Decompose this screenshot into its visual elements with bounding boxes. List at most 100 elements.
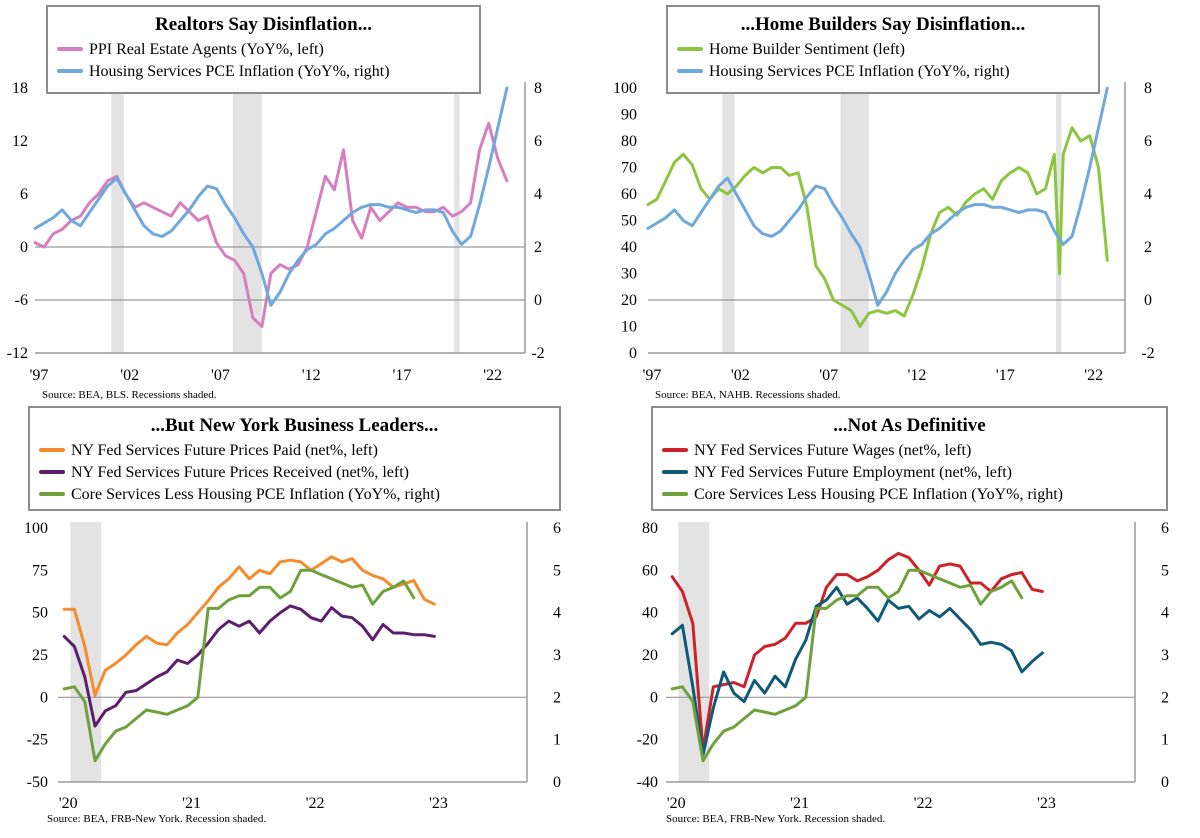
left-tick-label: 12 bbox=[12, 133, 28, 150]
chart-panel-4: 80 60 40 20 0 -20 -40 6 5 4 3 2 1 0 '20 '21 '22 '23 ...Not… bbox=[637, 406, 1169, 825]
legend-label: Core Services Less Housing PCE Inflation… bbox=[71, 486, 440, 503]
legend-label: NY Fed Services Future Employment (net%,… bbox=[694, 464, 1012, 481]
recession-band bbox=[840, 82, 869, 353]
left-tick-label: -20 bbox=[637, 732, 658, 749]
left-tick-label: 40 bbox=[642, 605, 658, 622]
x-tick-label: '07 bbox=[211, 367, 230, 384]
x-tick-label: '23 bbox=[429, 795, 448, 812]
left-tick-label: 6 bbox=[20, 186, 28, 203]
x-tick-label: '21 bbox=[790, 795, 809, 812]
right-tick-label: 3 bbox=[553, 647, 561, 664]
right-tick-label: 2 bbox=[1161, 689, 1169, 706]
left-tick-label: -12 bbox=[7, 345, 28, 362]
series-line-3 bbox=[670, 568, 1024, 763]
x-tick-label: '21 bbox=[182, 795, 201, 812]
left-tick-label: 20 bbox=[621, 292, 637, 309]
right-tick-label: 0 bbox=[553, 774, 561, 791]
recession-band bbox=[722, 82, 735, 353]
right-tick-label: 4 bbox=[1144, 186, 1152, 203]
x-tick-label: '07 bbox=[819, 367, 838, 384]
x-tick-label: '97 bbox=[643, 367, 662, 384]
left-tick-label: 60 bbox=[621, 186, 637, 203]
right-tick-label: 2 bbox=[553, 689, 561, 706]
x-tick-label: '20 bbox=[667, 795, 686, 812]
right-tick-label: 6 bbox=[553, 520, 561, 537]
left-tick-label: 90 bbox=[621, 107, 637, 124]
chart-panel-1: 18 12 6 0 -6 -12 8 6 4 2 0 -2 '97 '02 '07 '12 '17 '22 Real… bbox=[7, 5, 545, 401]
panel-title: ...Home Builders Say Disinflation... bbox=[741, 14, 1026, 35]
x-tick-label: '02 bbox=[120, 367, 139, 384]
x-tick-label: '17 bbox=[393, 367, 412, 384]
recession-band bbox=[1056, 82, 1062, 353]
legend-box bbox=[651, 406, 1168, 511]
right-tick-label: 0 bbox=[534, 292, 542, 309]
right-tick-label: -2 bbox=[531, 345, 544, 362]
series-line-2 bbox=[33, 86, 509, 307]
x-tick-label: '12 bbox=[908, 367, 927, 384]
panel-title: Realtors Say Disinflation... bbox=[155, 14, 372, 35]
right-tick-label: 0 bbox=[1161, 774, 1169, 791]
x-tick-label: '23 bbox=[1037, 795, 1056, 812]
right-tick-label: 5 bbox=[553, 562, 561, 579]
x-tick-label: '20 bbox=[59, 795, 78, 812]
right-tick-label: 8 bbox=[1144, 80, 1152, 97]
x-tick-label: '22 bbox=[306, 795, 325, 812]
left-tick-label: -40 bbox=[637, 774, 658, 791]
left-tick-label: 18 bbox=[12, 80, 28, 97]
legend-label: Home Builder Sentiment (left) bbox=[709, 41, 905, 58]
series-line-2 bbox=[670, 585, 1044, 756]
x-tick-label: '12 bbox=[302, 367, 321, 384]
right-tick-label: 6 bbox=[534, 133, 542, 150]
legend-label: NY Fed Services Future Prices Paid (net%… bbox=[71, 442, 378, 459]
right-tick-label: 0 bbox=[1144, 292, 1152, 309]
x-tick-label: '97 bbox=[30, 367, 49, 384]
left-tick-label: 20 bbox=[642, 647, 658, 664]
legend-label: NY Fed Services Future Prices Received (… bbox=[71, 464, 409, 481]
chart-panel-2: 100908070605040302010086420-2'97'02'07'1… bbox=[613, 5, 1155, 401]
left-tick-label: 0 bbox=[650, 689, 658, 706]
series-line-1 bbox=[62, 555, 436, 698]
legend-box bbox=[666, 5, 1100, 94]
source-note: Source: BEA, FRB-New York. Recession sha… bbox=[47, 813, 266, 825]
series-line-3 bbox=[62, 568, 416, 763]
legend-box bbox=[28, 406, 561, 511]
x-tick-label: '17 bbox=[996, 367, 1015, 384]
left-tick-label: 50 bbox=[32, 605, 48, 622]
right-tick-label: 2 bbox=[1144, 239, 1152, 256]
left-tick-label: 50 bbox=[621, 213, 637, 230]
left-tick-label: 0 bbox=[40, 689, 48, 706]
right-tick-label: 6 bbox=[1144, 133, 1152, 150]
left-tick-label: 100 bbox=[613, 80, 637, 97]
x-tick-label: '22 bbox=[483, 367, 502, 384]
right-tick-label: 4 bbox=[534, 186, 542, 203]
series-line-2 bbox=[646, 86, 1109, 307]
panel-title: ...Not As Definitive bbox=[833, 415, 986, 436]
left-tick-label: 40 bbox=[621, 239, 637, 256]
chart-panel-3: 100 75 50 25 0 -25 -50 6 5 4 3 2 1 0 '20 '21 '22 '23 ...Bu… bbox=[24, 406, 561, 825]
right-tick-label: 4 bbox=[1161, 605, 1169, 622]
left-tick-label: 70 bbox=[621, 160, 637, 177]
left-tick-label: 75 bbox=[32, 562, 48, 579]
right-tick-label: 6 bbox=[1161, 520, 1169, 537]
x-tick-label: '22 bbox=[914, 795, 933, 812]
legend-label: Core Services Less Housing PCE Inflation… bbox=[694, 486, 1063, 503]
right-tick-label: -2 bbox=[1141, 345, 1154, 362]
recession-band bbox=[454, 82, 460, 353]
legend-box bbox=[46, 5, 481, 94]
left-tick-label: 25 bbox=[32, 647, 48, 664]
source-note: Source: BEA, FRB-New York. Recession sha… bbox=[666, 813, 885, 825]
series-line-1 bbox=[33, 121, 509, 328]
source-note: Source: BEA, BLS. Recessions shaded. bbox=[42, 389, 217, 401]
recession-band bbox=[232, 82, 262, 353]
legend-label: Housing Services PCE Inflation (YoY%, ri… bbox=[709, 63, 1010, 80]
right-tick-label: 5 bbox=[1161, 562, 1169, 579]
left-tick-label: -50 bbox=[27, 774, 48, 791]
left-tick-label: 30 bbox=[621, 266, 637, 283]
left-tick-label: -25 bbox=[27, 732, 48, 749]
series-line-1 bbox=[670, 551, 1044, 752]
x-tick-label: '02 bbox=[731, 367, 750, 384]
left-tick-label: 0 bbox=[20, 239, 28, 256]
right-tick-label: 3 bbox=[1161, 647, 1169, 664]
left-tick-label: 10 bbox=[621, 319, 637, 336]
